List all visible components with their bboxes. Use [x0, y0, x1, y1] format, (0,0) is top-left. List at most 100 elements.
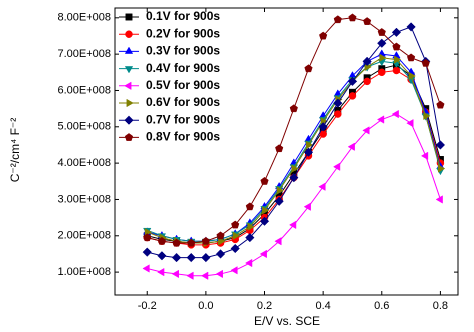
marker: [408, 71, 416, 81]
marker: [304, 64, 313, 73]
legend-marker: [124, 133, 134, 141]
marker: [391, 109, 399, 119]
y-tick-label: 3.00E+008: [57, 193, 111, 205]
legend-label: 0.3V for 900s: [146, 44, 220, 58]
marker: [171, 269, 179, 279]
y-axis-label: C⁻²/cm⁴ F⁻²: [8, 118, 22, 182]
x-axis-label: E/V vs. SCE: [254, 314, 320, 328]
marker: [259, 249, 267, 259]
legend-label: 0.1V for 900s: [146, 9, 220, 23]
marker: [201, 271, 209, 280]
marker: [406, 53, 416, 62]
marker: [318, 182, 326, 191]
legend-label: 0.5V for 900s: [146, 78, 220, 92]
marker: [333, 15, 342, 24]
plot-frame: [114, 7, 459, 296]
marker: [289, 173, 299, 183]
marker: [420, 151, 429, 161]
marker: [438, 164, 446, 173]
marker: [245, 258, 253, 268]
marker: [363, 77, 371, 86]
marker: [318, 122, 328, 132]
marker: [376, 115, 385, 124]
legend-label: 0.7V for 900s: [146, 112, 220, 126]
marker: [215, 269, 223, 279]
marker: [142, 247, 152, 257]
marker: [377, 28, 386, 36]
legend-marker: [125, 30, 133, 38]
marker: [406, 119, 414, 128]
x-tick-label: 0.0: [198, 300, 213, 312]
legend-label: 0.6V for 900s: [146, 95, 220, 109]
marker: [274, 237, 282, 246]
legend-marker: [124, 115, 134, 125]
marker: [274, 196, 284, 206]
legend-label: 0.2V for 900s: [146, 26, 220, 40]
marker: [379, 53, 387, 62]
marker: [391, 27, 402, 37]
marker: [201, 236, 210, 245]
marker: [230, 243, 240, 254]
marker: [247, 222, 255, 231]
marker: [230, 266, 238, 275]
marker: [348, 13, 357, 22]
marker: [201, 252, 211, 263]
marker: [319, 31, 328, 40]
x-tick-label: 0.4: [315, 300, 330, 312]
marker: [421, 58, 430, 67]
marker: [171, 252, 182, 263]
y-tick-label: 5.00E+008: [57, 121, 111, 133]
marker: [215, 249, 226, 259]
marker: [435, 140, 446, 150]
marker: [186, 252, 196, 263]
marker: [157, 251, 167, 261]
marker: [245, 202, 254, 211]
marker: [363, 17, 372, 25]
marker: [157, 236, 167, 245]
marker: [276, 186, 284, 195]
x-tick-label: 0.8: [433, 300, 448, 312]
marker: [333, 162, 341, 171]
legend-marker: [124, 46, 134, 54]
y-tick-label: 2.00E+008: [57, 230, 111, 242]
marker: [289, 104, 298, 113]
marker: [275, 144, 284, 153]
legend-label: 0.8V for 900s: [146, 130, 220, 144]
legend-label: 0.4V for 900s: [146, 61, 220, 75]
marker: [392, 42, 401, 51]
marker: [245, 232, 255, 243]
marker: [289, 220, 297, 230]
y-tick-label: 7.00E+008: [57, 48, 111, 60]
marker: [216, 231, 225, 240]
marker: [347, 76, 358, 87]
y-tick-label: 6.00E+008: [57, 84, 111, 96]
marker: [186, 271, 194, 280]
marker: [291, 164, 299, 173]
y-tick-label: 8.00E+008: [57, 12, 111, 24]
marker: [435, 195, 443, 204]
marker: [172, 238, 181, 247]
marker: [378, 68, 386, 77]
marker: [306, 140, 314, 150]
marker: [232, 231, 240, 240]
marker: [334, 110, 342, 118]
x-tick-label: 0.2: [257, 300, 272, 312]
marker: [218, 237, 226, 246]
legend-marker: [126, 98, 134, 108]
marker: [231, 220, 240, 229]
marker: [157, 267, 165, 277]
marker: [394, 55, 402, 64]
y-tick-label: 1.00E+008: [57, 266, 111, 278]
marker: [143, 233, 152, 242]
marker: [436, 100, 445, 109]
marker: [348, 92, 357, 100]
marker: [333, 98, 343, 108]
y-tick-label: 4.00E+008: [57, 157, 111, 169]
marker: [260, 176, 269, 185]
marker: [423, 111, 431, 121]
marker: [362, 56, 372, 67]
marker: [347, 142, 355, 151]
marker: [392, 66, 401, 75]
